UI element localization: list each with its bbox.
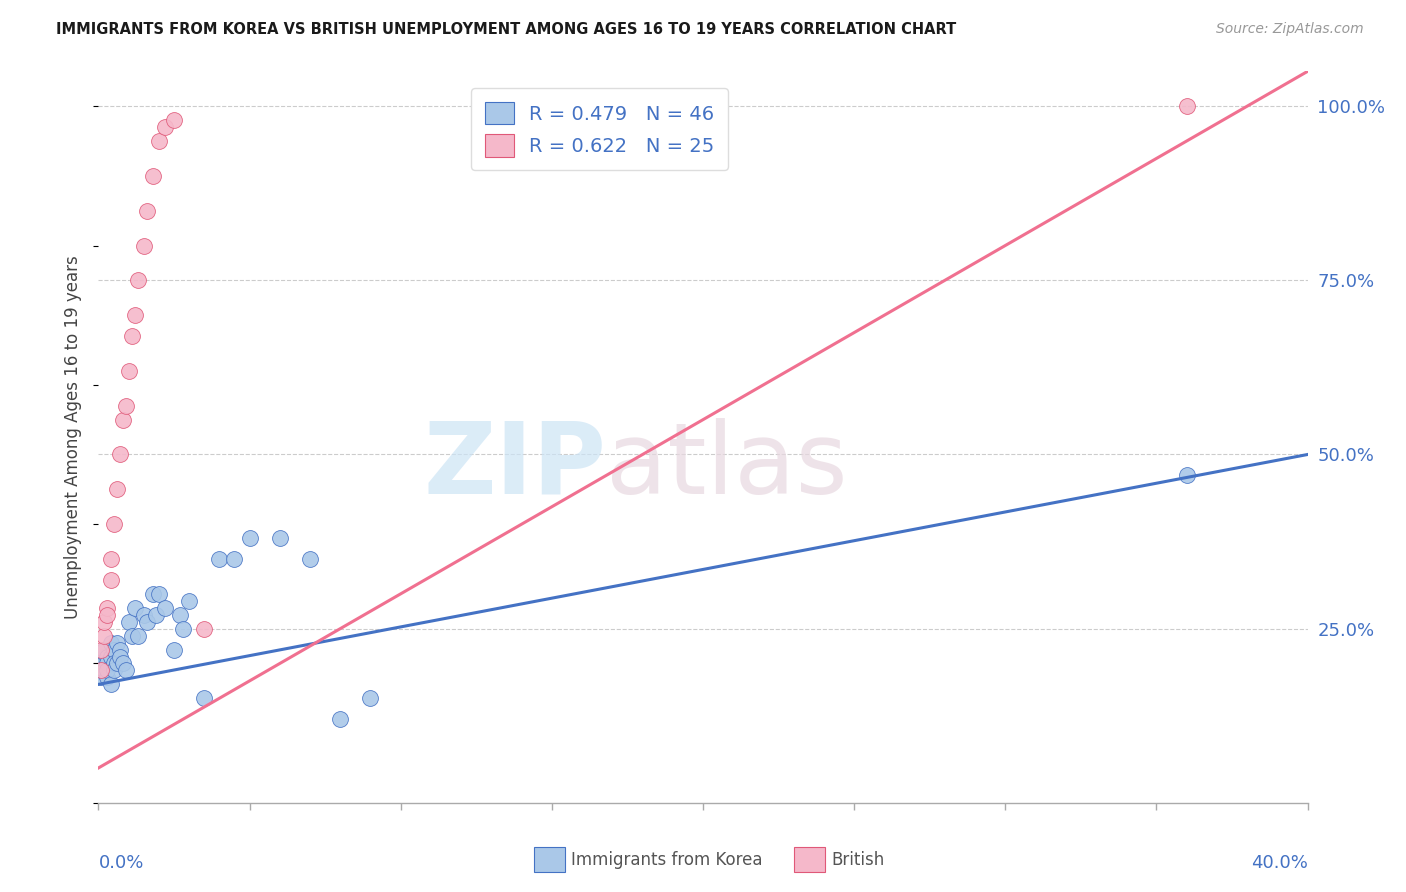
Point	[105, 635, 128, 649]
Point	[108, 448, 131, 462]
Point	[1175, 99, 1198, 113]
Point	[96, 670, 118, 684]
Point	[127, 629, 149, 643]
Point	[239, 531, 262, 545]
Text: Immigrants from Korea: Immigrants from Korea	[571, 851, 762, 869]
Point	[329, 712, 352, 726]
Point	[93, 615, 115, 629]
Point	[93, 642, 115, 657]
Point	[96, 600, 118, 615]
Point	[111, 412, 134, 426]
Bar	[534, 847, 565, 872]
Point	[105, 657, 128, 671]
Point	[96, 664, 118, 678]
Point	[132, 238, 155, 252]
Text: 0.0%: 0.0%	[98, 854, 143, 872]
Point	[124, 600, 146, 615]
Point	[135, 203, 157, 218]
Point	[100, 677, 122, 691]
Point	[96, 657, 118, 671]
Point	[108, 642, 131, 657]
Bar	[794, 847, 825, 872]
Point	[193, 622, 215, 636]
Point	[93, 664, 115, 678]
Point	[105, 483, 128, 497]
Point	[118, 615, 141, 629]
Point	[179, 594, 201, 608]
Point	[193, 691, 215, 706]
Point	[172, 622, 194, 636]
Point	[111, 657, 134, 671]
Text: British: British	[831, 851, 884, 869]
Point	[121, 329, 143, 343]
Point	[93, 657, 115, 671]
Legend: R = 0.479   N = 46, R = 0.622   N = 25: R = 0.479 N = 46, R = 0.622 N = 25	[471, 88, 728, 170]
Point	[93, 629, 115, 643]
Point	[90, 664, 112, 678]
Point	[148, 134, 170, 148]
Point	[90, 670, 112, 684]
Point	[169, 607, 191, 622]
Point	[148, 587, 170, 601]
Point	[132, 607, 155, 622]
Point	[269, 531, 291, 545]
Point	[90, 642, 112, 657]
Point	[100, 552, 122, 566]
Point	[1175, 468, 1198, 483]
Point	[163, 113, 186, 128]
Point	[121, 629, 143, 643]
Point	[153, 600, 176, 615]
Point	[124, 308, 146, 322]
Point	[114, 664, 136, 678]
Point	[108, 649, 131, 664]
Point	[127, 273, 149, 287]
Point	[90, 657, 112, 671]
Point	[100, 635, 122, 649]
Point	[153, 120, 176, 134]
Point	[90, 664, 112, 678]
Y-axis label: Unemployment Among Ages 16 to 19 years: Unemployment Among Ages 16 to 19 years	[65, 255, 83, 619]
Point	[299, 552, 322, 566]
Text: ZIP: ZIP	[423, 417, 606, 515]
Point	[103, 642, 125, 657]
Point	[145, 607, 167, 622]
Point	[163, 642, 186, 657]
Point	[93, 649, 115, 664]
Point	[135, 615, 157, 629]
Text: atlas: atlas	[606, 417, 848, 515]
Text: 40.0%: 40.0%	[1251, 854, 1308, 872]
Point	[114, 399, 136, 413]
Point	[142, 587, 165, 601]
Point	[103, 664, 125, 678]
Point	[360, 691, 382, 706]
Point	[96, 649, 118, 664]
Point	[103, 517, 125, 532]
Point	[96, 607, 118, 622]
Point	[103, 657, 125, 671]
Point	[208, 552, 231, 566]
Text: IMMIGRANTS FROM KOREA VS BRITISH UNEMPLOYMENT AMONG AGES 16 TO 19 YEARS CORRELAT: IMMIGRANTS FROM KOREA VS BRITISH UNEMPLO…	[56, 22, 956, 37]
Point	[142, 169, 165, 183]
Point	[100, 573, 122, 587]
Point	[100, 649, 122, 664]
Text: Source: ZipAtlas.com: Source: ZipAtlas.com	[1216, 22, 1364, 37]
Point	[118, 364, 141, 378]
Point	[224, 552, 246, 566]
